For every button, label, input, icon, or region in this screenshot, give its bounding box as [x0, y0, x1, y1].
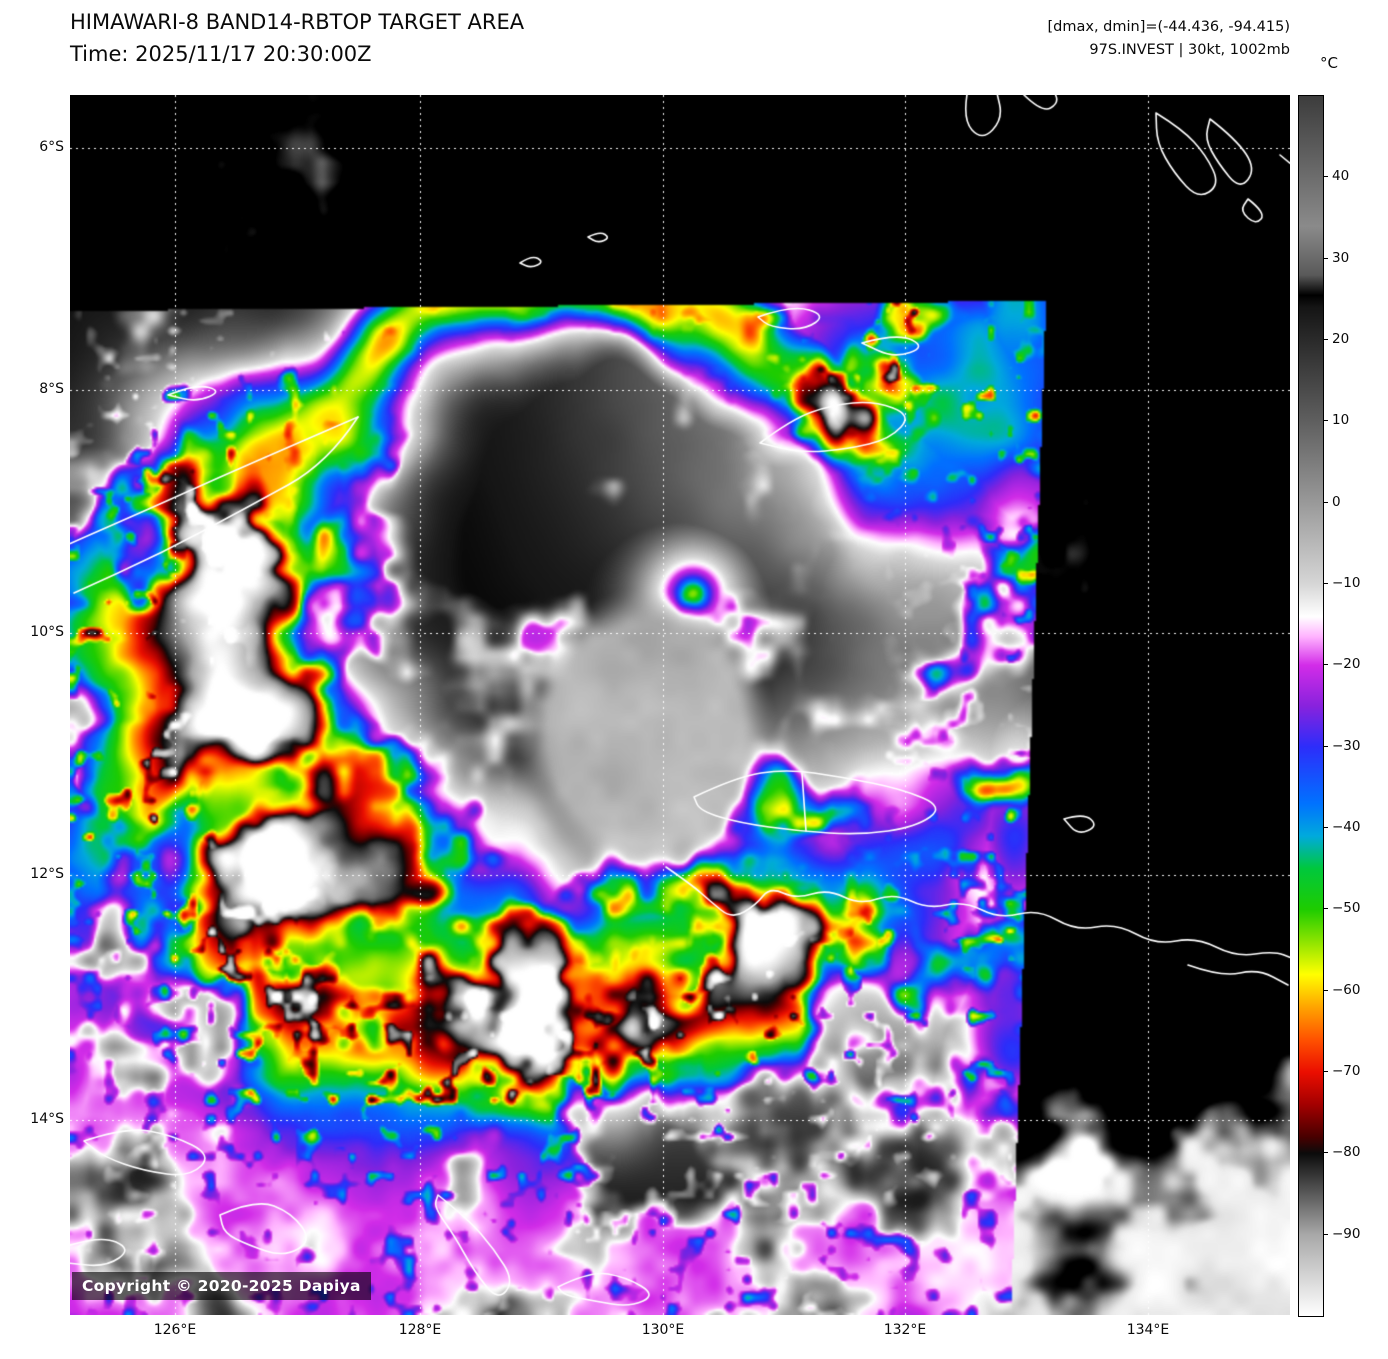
- storm-info: 97S.INVEST | 30kt, 1002mb: [1089, 42, 1290, 58]
- latitude-label: 10°S: [30, 624, 64, 640]
- colorbar-tick-mark: [1324, 1233, 1328, 1235]
- colorbar-tick-label: 20: [1332, 331, 1350, 347]
- colorbar-tick-mark: [1324, 501, 1328, 503]
- colorbar-tick-mark: [1324, 339, 1328, 340]
- colorbar-tick-mark: [1324, 420, 1328, 422]
- colorbar-tick-label: −40: [1332, 819, 1361, 835]
- colorbar-tick-mark: [1324, 664, 1328, 666]
- colorbar-tick-label: −70: [1332, 1063, 1361, 1079]
- latitude-label: 6°S: [39, 139, 64, 155]
- colorbar-tick-mark: [1324, 257, 1328, 259]
- page-title: HIMAWARI-8 BAND14-RBTOP TARGET AREA: [70, 10, 525, 34]
- colorbar-tick-label: 30: [1332, 249, 1350, 266]
- colorbar-tick-label: 10: [1332, 412, 1350, 429]
- longitude-label: 132°E: [883, 1322, 927, 1338]
- colorbar: [1298, 95, 1324, 1317]
- timestamp: Time: 2025/11/17 20:30:00Z: [70, 42, 372, 66]
- colorbar-tick-mark: [1324, 176, 1328, 178]
- colorbar-tick-mark: [1324, 583, 1328, 584]
- colorbar-tick-mark: [1324, 989, 1328, 991]
- latitude-label: 8°S: [39, 381, 64, 397]
- copyright-badge: Copyright © 2020-2025 Dapiya: [72, 1272, 371, 1300]
- colorbar-tick-mark: [1324, 908, 1328, 910]
- satellite-image: [70, 95, 1290, 1315]
- colorbar-tick-mark: [1324, 1152, 1328, 1154]
- colorbar-tick-mark: [1324, 827, 1328, 828]
- colorbar-tick-mark: [1324, 745, 1328, 747]
- colorbar-tick-label: −30: [1332, 737, 1361, 754]
- colorbar-tick-label: −10: [1332, 575, 1361, 591]
- colorbar-tick-label: −20: [1332, 656, 1361, 673]
- longitude-label: 128°E: [398, 1322, 442, 1338]
- colorbar-tick-mark: [1324, 1071, 1328, 1072]
- colorbar-unit-label: °C: [1320, 54, 1338, 72]
- latitude-label: 12°S: [30, 866, 64, 882]
- colorbar-tick-label: 0: [1332, 493, 1341, 510]
- latitude-label: 14°S: [30, 1111, 64, 1127]
- colorbar-tick-label: −80: [1332, 1144, 1361, 1161]
- satellite-map: [70, 95, 1290, 1315]
- colorbar-tick-label: −50: [1332, 900, 1361, 917]
- longitude-label: 134°E: [1126, 1322, 1170, 1338]
- colorbar-tick-label: −60: [1332, 981, 1361, 998]
- colorbar-tick-label: 40: [1332, 168, 1350, 185]
- dmax-dmin-readout: [dmax, dmin]=(-44.436, -94.415): [1047, 19, 1291, 35]
- longitude-label: 130°E: [641, 1322, 685, 1338]
- longitude-label: 126°E: [153, 1322, 197, 1338]
- header-info: [dmax, dmin]=(-44.436, -94.415) 97S.INVE…: [1048, 16, 1291, 62]
- colorbar-tick-label: −90: [1332, 1225, 1361, 1242]
